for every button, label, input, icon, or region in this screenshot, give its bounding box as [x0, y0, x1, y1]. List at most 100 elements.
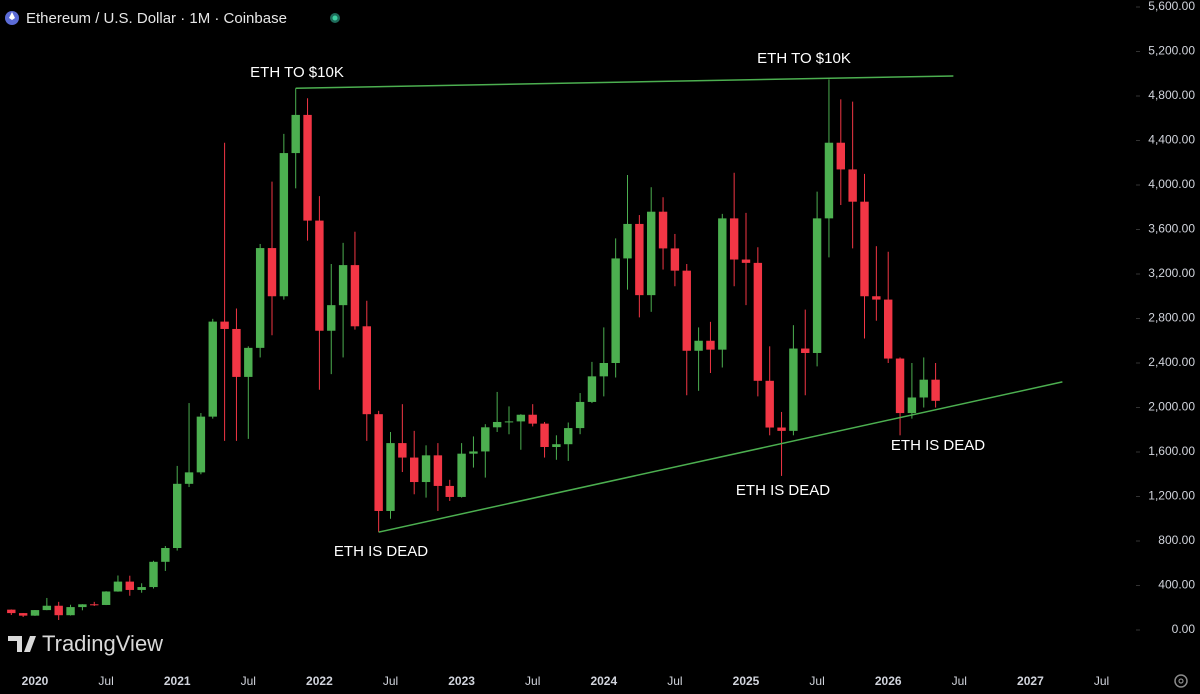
- candle-body: [777, 427, 786, 431]
- x-tick-label: 2024: [590, 674, 617, 688]
- candle-body: [291, 114, 300, 154]
- y-tick-label: 4,000.00: [1148, 177, 1195, 191]
- candle-body: [279, 153, 289, 297]
- candle-body: [789, 348, 798, 431]
- trend-line: [378, 381, 1063, 533]
- watermark-text: TradingView: [42, 631, 163, 656]
- candle-body: [173, 483, 182, 549]
- candle-body: [255, 248, 265, 348]
- candle-body: [623, 223, 632, 259]
- candle-body: [196, 416, 206, 473]
- x-tick-label: Jul: [952, 674, 967, 688]
- candle-body: [658, 211, 668, 249]
- candle-body: [741, 259, 751, 263]
- trend-line: [295, 75, 954, 89]
- settings-icon[interactable]: [1174, 674, 1188, 688]
- candle-body: [303, 114, 312, 221]
- y-tick-label: 1,200.00: [1148, 489, 1195, 503]
- y-tick-label: 5,600.00: [1148, 0, 1195, 13]
- candle-body: [7, 609, 16, 614]
- candle-body: [801, 348, 810, 353]
- candle-body: [492, 421, 502, 428]
- y-tick-label: 3,200.00: [1148, 266, 1195, 280]
- annotation: ETH IS DEAD: [736, 482, 830, 499]
- x-tick-label: Jul: [809, 674, 824, 688]
- candle-body: [78, 604, 87, 608]
- candle-body: [113, 581, 123, 592]
- y-tick-label: 4,800.00: [1148, 88, 1195, 102]
- candle-body: [884, 299, 893, 359]
- candle-body: [848, 169, 857, 202]
- x-tick-label: Jul: [667, 674, 682, 688]
- candle-body: [101, 591, 111, 605]
- candle-body: [161, 548, 170, 562]
- y-tick-label: 4,400.00: [1148, 133, 1195, 147]
- y-tick-label: 2,800.00: [1148, 311, 1195, 325]
- x-tick-label: Jul: [98, 674, 113, 688]
- y-tick-label: 1,600.00: [1148, 444, 1195, 458]
- candle-body: [410, 457, 419, 483]
- candle-body: [42, 605, 52, 611]
- candle-body: [327, 305, 336, 331]
- settings-icon-core[interactable]: [1178, 678, 1184, 684]
- x-tick-label: Jul: [1094, 674, 1109, 688]
- candle-body: [469, 451, 478, 454]
- candle-body: [528, 414, 537, 424]
- watermark: TradingView: [8, 631, 163, 656]
- candle-body: [564, 428, 573, 445]
- candle-body: [931, 379, 940, 401]
- candle-body: [635, 223, 644, 296]
- y-tick-label: 400.00: [1158, 578, 1195, 592]
- candle-body: [682, 270, 691, 351]
- x-tick-label: 2021: [164, 674, 191, 688]
- candle-body: [718, 218, 727, 350]
- candle-body: [149, 561, 158, 588]
- x-tick-label: Jul: [525, 674, 540, 688]
- x-tick-label: 2023: [448, 674, 475, 688]
- candle-body: [137, 587, 146, 590]
- candle-body: [647, 211, 656, 296]
- x-tick-label: Jul: [383, 674, 398, 688]
- y-tick-label: 2,400.00: [1148, 355, 1195, 369]
- candle-body: [599, 363, 608, 377]
- candle-body: [220, 321, 229, 329]
- chart-title: Ethereum / U.S. Dollar · 1M · Coinbase: [26, 10, 287, 27]
- y-tick-label: 0.00: [1172, 622, 1196, 636]
- candle-body: [445, 485, 454, 497]
- candle-body: [125, 581, 134, 590]
- candle-body: [670, 248, 680, 271]
- candle-body: [350, 265, 360, 327]
- candle-body: [907, 397, 917, 414]
- candle-body: [872, 296, 881, 300]
- watermark-logo: [8, 636, 36, 652]
- x-tick-label: 2026: [875, 674, 902, 688]
- y-tick-label: 2,000.00: [1148, 400, 1195, 414]
- annotation: ETH IS DEAD: [334, 543, 428, 560]
- annotation: ETH TO $10K: [250, 64, 344, 81]
- y-tick-label: 800.00: [1158, 533, 1195, 547]
- candle-body: [90, 604, 99, 606]
- symbol-icon-glyph: [9, 12, 15, 20]
- candle-body: [374, 414, 383, 511]
- x-tick-label: 2020: [22, 674, 49, 688]
- candle-body: [30, 610, 40, 616]
- candle-body: [184, 472, 194, 484]
- candle-body: [729, 218, 739, 260]
- candle-body: [587, 376, 597, 402]
- candle-body: [611, 258, 620, 363]
- x-tick-label: Jul: [241, 674, 256, 688]
- x-tick-label: 2022: [306, 674, 333, 688]
- candle-body: [836, 142, 845, 170]
- candle-body: [398, 443, 407, 458]
- candle-body: [362, 326, 371, 415]
- candle-body: [18, 613, 28, 616]
- candle-body: [824, 142, 834, 219]
- candle-body: [540, 423, 549, 447]
- candle-body: [457, 453, 466, 497]
- candle-body: [575, 401, 585, 429]
- candle-body: [765, 380, 774, 428]
- candle-body: [232, 328, 241, 377]
